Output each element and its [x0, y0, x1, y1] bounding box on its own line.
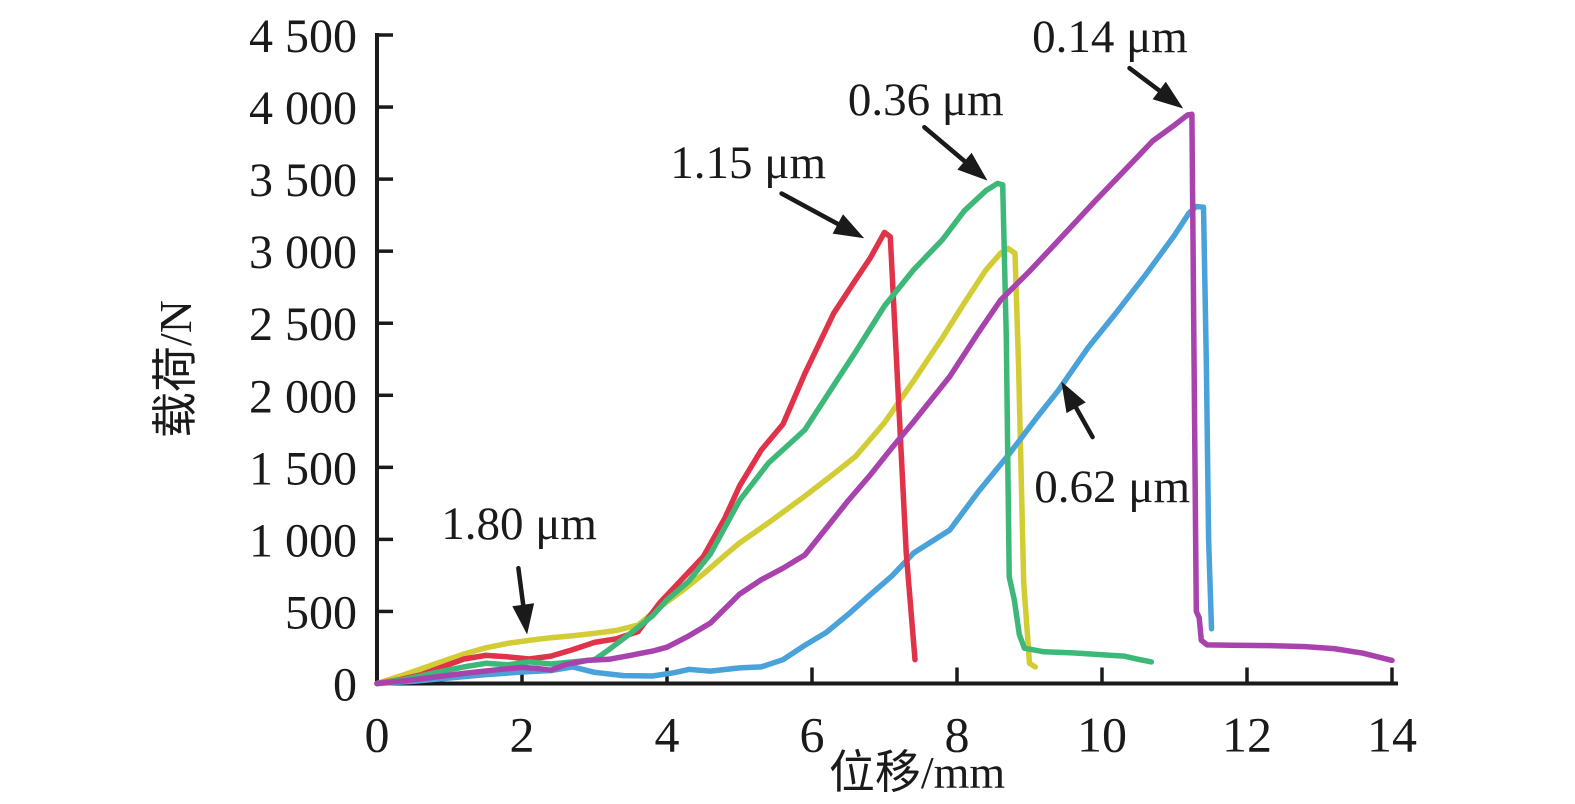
x-tick-label: 10: [1077, 707, 1127, 763]
annotation-arrow-head-1: [957, 152, 988, 181]
annotation-arrow-head-4: [1061, 381, 1086, 414]
annotation-label-1.80um: 1.80 μm: [441, 498, 597, 551]
annotation-arrow-shaft-0: [1127, 65, 1165, 96]
x-tick-label: 12: [1222, 707, 1272, 763]
annotation-arrow-shaft-1: [922, 124, 970, 167]
annotation-arrow-shaft-3: [516, 565, 526, 611]
x-tick-label: 6: [800, 707, 825, 763]
annotation-arrow-shaft-2: [779, 191, 844, 229]
y-axis-title: 载荷/N: [150, 300, 201, 439]
annotation-label-0.14um: 0.14 μm: [1032, 11, 1188, 64]
y-tick-label: 4 500: [249, 10, 357, 63]
series-line-0.62μm: [374, 203, 1215, 687]
y-tick-label: 0: [333, 659, 357, 712]
annotation-arrow-shaft-4: [1071, 402, 1095, 440]
x-axis-title: 位移/mm: [828, 747, 1006, 798]
series-line-1.15μm: [374, 229, 918, 687]
y-tick-label: 2 500: [249, 298, 357, 351]
series-line-1.80μm: [374, 245, 1039, 687]
y-tick-label: 1 500: [249, 442, 357, 495]
annotation-label-0.36um: 0.36 μm: [847, 73, 1004, 126]
x-tick-label: 0: [365, 707, 390, 763]
x-tick-label: 8: [945, 707, 970, 763]
annotation-arrow-head-2: [832, 214, 865, 239]
y-tick-label: 3 500: [249, 154, 357, 207]
annotation-arrow-head-0: [1152, 81, 1184, 109]
series-line-0.36μm: [374, 180, 1155, 687]
y-tick-label: 3 000: [249, 226, 357, 279]
x-tick-label: 4: [655, 707, 680, 763]
y-tick-label: 4 000: [249, 82, 357, 135]
x-tick-label: 2: [510, 707, 535, 763]
annotation-arrow-head-3: [512, 603, 535, 635]
y-tick-label: 500: [285, 586, 357, 639]
y-tick-label: 2 000: [249, 370, 357, 423]
y-tick-label: 1 000: [249, 514, 357, 567]
x-tick-label: 14: [1367, 707, 1417, 763]
series-line-0.14μm: [374, 111, 1395, 687]
annotation-label-1.15um: 1.15 μm: [670, 136, 827, 189]
annotation-label-0.62um: 0.62 μm: [1034, 460, 1191, 513]
